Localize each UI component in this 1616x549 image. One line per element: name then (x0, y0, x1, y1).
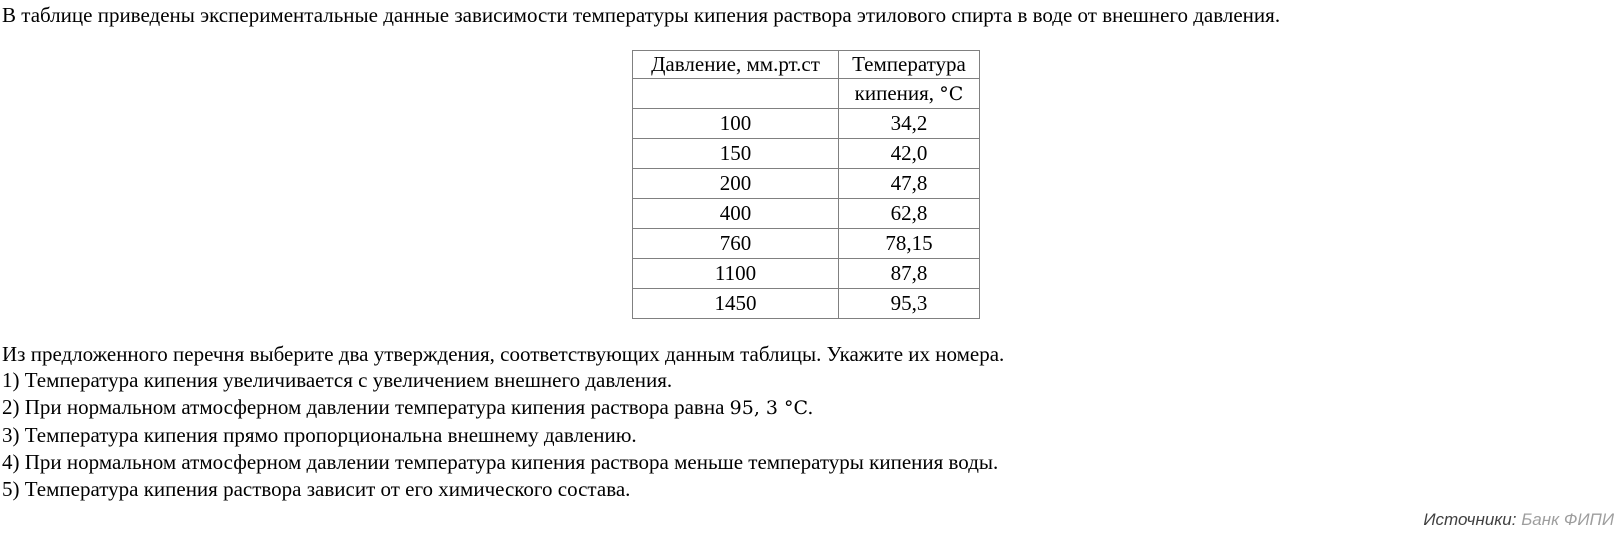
table-header-empty-cell (632, 78, 839, 109)
option-1: 1) Температура кипения увеличивается с у… (2, 367, 1602, 394)
table-header-pressure: Давление, мм.рт.ст (632, 50, 839, 79)
pressure-cell: 1450 (632, 288, 839, 319)
pressure-cell: 150 (632, 138, 839, 169)
pressure-cell: 100 (632, 108, 839, 139)
question-text: Из предложенного перечня выберите два ут… (2, 342, 1005, 366)
option-2: 2) При нормальном атмосферном давлении т… (2, 394, 1602, 421)
source-label: Источники: (1423, 510, 1517, 529)
source-link[interactable]: Банк ФИПИ (1521, 510, 1614, 529)
table-row: 200 47,8 (632, 168, 980, 199)
option-3: 3) Температура кипения прямо пропорциона… (2, 422, 1602, 449)
pressure-cell: 1100 (632, 258, 839, 289)
data-table: Давление, мм.рт.ст Температура кипения, … (632, 50, 980, 319)
table-header-row-1: Давление, мм.рт.ст Температура (632, 50, 980, 79)
temperature-cell: 42,0 (838, 138, 980, 169)
pressure-cell: 400 (632, 198, 839, 229)
table-row: 760 78,15 (632, 228, 980, 259)
pressure-cell: 760 (632, 228, 839, 259)
table-row: 1100 87,8 (632, 258, 980, 289)
temperature-cell: 87,8 (838, 258, 980, 289)
table-header: Давление, мм.рт.ст Температура кипения, … (632, 50, 980, 109)
table-row: 150 42,0 (632, 138, 980, 169)
intro-text: В таблице приведены экспериментальные да… (2, 3, 1281, 27)
temperature-cell: 34,2 (838, 108, 980, 139)
option-4-text: 4) При нормальном атмосферном давлении т… (2, 449, 999, 474)
temperature-cell: 78,15 (838, 228, 980, 259)
temperature-cell: 62,8 (838, 198, 980, 229)
temperature-cell: 47,8 (838, 168, 980, 199)
table-header-temp-line1: Температура (838, 50, 980, 79)
source-line: Источники: Банк ФИПИ (1423, 510, 1614, 530)
table-header-row-2: кипения, °C (632, 78, 980, 109)
temperature-cell: 95,3 (838, 288, 980, 319)
table-row: 400 62,8 (632, 198, 980, 229)
table-header-temp-line2-text: кипения, (854, 81, 940, 105)
option-2-math: 95, 3 °C. (729, 397, 814, 420)
pressure-cell: 200 (632, 168, 839, 199)
option-1-text: 1) Температура кипения увеличивается с у… (2, 368, 673, 393)
option-5: 5) Температура кипения раствора зависит … (2, 476, 1602, 503)
option-2-text: 2) При нормальном атмосферном давлении т… (2, 395, 730, 420)
table-header-temp-line2: кипения, °C (838, 78, 980, 109)
degree-celsius-symbol: °C (939, 83, 964, 105)
table-row: 100 34,2 (632, 108, 980, 139)
option-3-text: 3) Температура кипения прямо пропорциона… (2, 422, 637, 447)
option-5-text: 5) Температура кипения раствора зависит … (2, 477, 631, 502)
option-4: 4) При нормальном атмосферном давлении т… (2, 449, 1602, 476)
table-row: 1450 95,3 (632, 288, 980, 319)
